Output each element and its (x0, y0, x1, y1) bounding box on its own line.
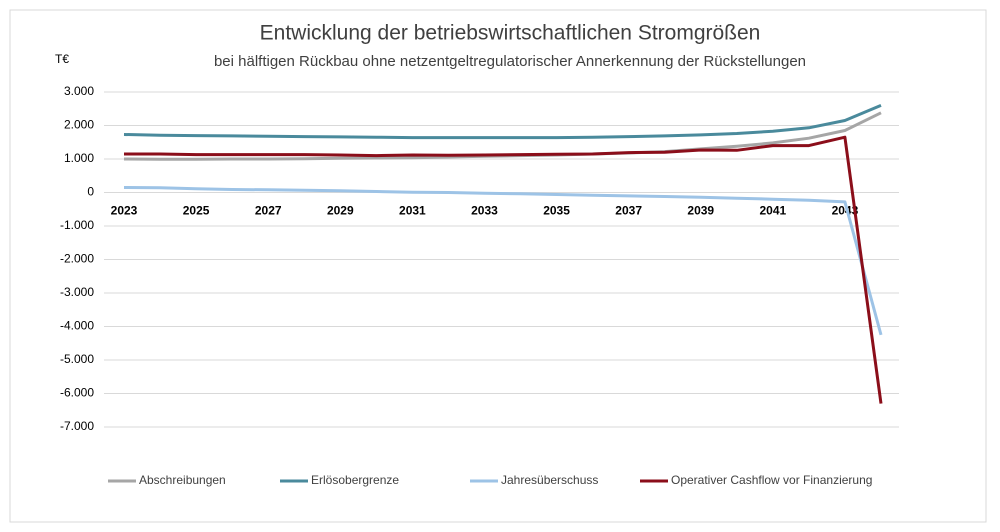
y-tick-label: -7.000 (60, 419, 94, 433)
y-tick-label: -6.000 (60, 386, 94, 400)
legend-label: Erlösobergrenze (311, 473, 399, 487)
series-line (124, 135, 883, 404)
y-tick-label: -4.000 (60, 319, 94, 333)
legend-label: Abschreibungen (139, 473, 226, 487)
y-tick-label: 1.000 (64, 151, 94, 165)
x-tick-label: 2027 (255, 204, 282, 218)
y-tick-label: 3.000 (64, 84, 94, 98)
x-tick-label: 2039 (687, 204, 714, 218)
y-tick-label: -2.000 (60, 252, 94, 266)
y-tick-label: 2.000 (64, 118, 94, 132)
x-tick-label: 2043 (832, 204, 859, 218)
legend-label: Jahresüberschuss (501, 473, 598, 487)
x-tick-label: 2023 (111, 204, 138, 218)
y-axis-label: T€ (55, 52, 69, 66)
y-tick-label: -5.000 (60, 352, 94, 366)
chart-subtitle: bei hälftigen Rückbau ohne netzentgeltre… (214, 53, 806, 70)
x-tick-label: 2035 (543, 204, 570, 218)
x-tick-label: 2031 (399, 204, 426, 218)
y-tick-label: 0 (87, 185, 94, 199)
x-tick-label: 2041 (759, 204, 786, 218)
x-tick-label: 2033 (471, 204, 498, 218)
x-tick-label: 2037 (615, 204, 642, 218)
chart-title: Entwicklung der betriebswirtschaftlichen… (260, 22, 761, 45)
series-line (123, 104, 882, 140)
y-tick-label: -3.000 (60, 285, 94, 299)
chart-frame (9, 9, 987, 523)
y-tick-label: -1.000 (60, 218, 94, 232)
x-tick-label: 2029 (327, 204, 354, 218)
series-line (123, 186, 883, 336)
legend-label: Operativer Cashflow vor Finanzierung (671, 473, 872, 487)
x-tick-label: 2025 (183, 204, 210, 218)
